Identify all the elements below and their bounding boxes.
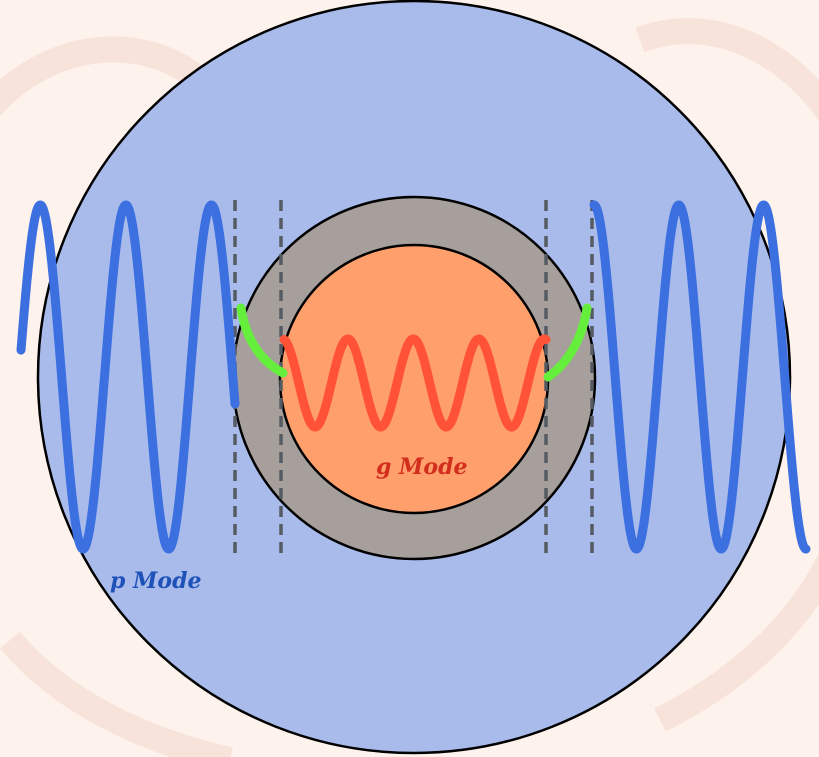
background-swirl bbox=[0, 36, 209, 117]
p-mode-label: p Mode bbox=[110, 568, 201, 594]
background-swirl bbox=[654, 554, 819, 732]
p-mode-wave-left bbox=[16, 200, 240, 554]
coupling-segment-right bbox=[543, 303, 592, 382]
g-mode-wave bbox=[279, 334, 551, 432]
g-mode-label: g Mode bbox=[376, 454, 467, 480]
background-swirls bbox=[0, 18, 819, 757]
coupling-segment-left bbox=[236, 303, 288, 378]
background-swirl bbox=[635, 18, 819, 122]
background-swirl bbox=[0, 631, 233, 757]
p-mode-wave-right bbox=[589, 200, 811, 554]
